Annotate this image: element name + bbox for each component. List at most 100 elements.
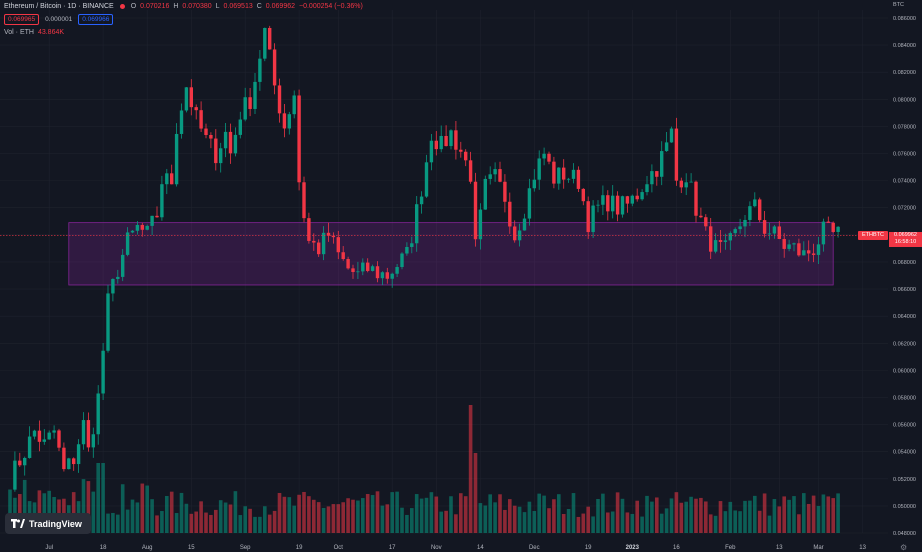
candle-body xyxy=(18,460,22,466)
candle-body xyxy=(258,58,262,82)
tradingview-logo-text: TradingView xyxy=(29,518,82,529)
volume-bar xyxy=(566,509,571,533)
open-label: O xyxy=(130,3,137,10)
candle-body xyxy=(121,254,125,277)
candle-body xyxy=(13,460,17,490)
candle-body xyxy=(23,457,27,466)
sell-price-button[interactable]: 0.069965 xyxy=(4,14,40,25)
volume-bar xyxy=(723,511,728,533)
volume-bar xyxy=(792,496,796,533)
y-tick-label: 0.084000 xyxy=(893,43,916,49)
spread-value: 0.000001 xyxy=(45,16,73,23)
candle-body xyxy=(223,131,228,149)
close-value: 0.069962 xyxy=(265,3,295,10)
buy-price-button[interactable]: 0.069966 xyxy=(78,14,114,25)
volume-bar xyxy=(444,510,448,533)
candle-body xyxy=(434,140,438,150)
volume-bar xyxy=(694,498,698,533)
pair-label: ETHBTC xyxy=(858,231,888,241)
volume-bar xyxy=(258,516,262,533)
candle-body xyxy=(37,430,42,442)
high-value: 0.070380 xyxy=(182,3,212,10)
candle-body xyxy=(836,226,840,232)
candle-body xyxy=(67,458,71,470)
volume-bar xyxy=(713,515,718,533)
y-tick-label: 0.050000 xyxy=(893,504,916,510)
symbol-title[interactable]: Ethereum / Bitcoin · 1D · BINANCE xyxy=(4,3,114,10)
volume-bar xyxy=(424,497,429,533)
candle-body xyxy=(302,182,306,219)
low-label: L xyxy=(215,3,220,10)
volume-bar xyxy=(468,405,473,533)
volume-bar xyxy=(718,501,723,533)
volume-bar xyxy=(346,498,350,533)
candle-body xyxy=(762,220,767,234)
y-tick-label: 0.048000 xyxy=(893,531,916,537)
candle-body xyxy=(650,171,654,185)
candle-body xyxy=(527,188,532,219)
axis-unit-label[interactable]: BTC xyxy=(893,2,904,8)
chart-grid xyxy=(0,10,888,534)
candle-body xyxy=(513,226,517,241)
volume-bar xyxy=(155,515,159,533)
volume-bar xyxy=(365,494,370,533)
volume-bar xyxy=(517,506,522,533)
volume-bar xyxy=(429,492,434,533)
volume-bar xyxy=(130,499,135,533)
volume-bar xyxy=(674,492,679,533)
volume-bar xyxy=(831,498,835,533)
volume-bar xyxy=(493,502,497,533)
volume-bar xyxy=(483,505,488,533)
volume-bar xyxy=(326,506,331,533)
candle-body xyxy=(351,268,355,273)
candle-body xyxy=(287,114,291,129)
candle-body xyxy=(508,201,512,227)
high-label: H xyxy=(173,3,179,10)
candle-body xyxy=(596,204,600,206)
volume-bar xyxy=(679,502,684,533)
y-tick-label: 0.074000 xyxy=(893,179,916,185)
volume-bar xyxy=(655,497,659,533)
volume-bar xyxy=(689,496,693,533)
volume-bar xyxy=(640,516,644,533)
volume-bar xyxy=(601,493,605,533)
price-axis: 0.086000 0.084000 0.082000 0.080000 0.078000… xyxy=(893,16,916,537)
candle-body xyxy=(253,81,257,109)
volume-bar xyxy=(782,496,786,533)
volume-bar xyxy=(331,504,336,533)
volume-bar xyxy=(91,491,96,533)
volume-bar xyxy=(757,510,762,533)
candle-body xyxy=(380,272,385,279)
candle-body xyxy=(674,128,679,181)
settings-icon[interactable]: ⚙ xyxy=(900,543,908,552)
x-tick-label: Mar xyxy=(813,545,823,551)
candle-body xyxy=(562,167,566,180)
volume-bar xyxy=(743,500,747,533)
volume-bar xyxy=(591,516,595,533)
tradingview-logo[interactable]: TradingView xyxy=(5,513,91,534)
candle-body xyxy=(792,243,796,245)
candle-body xyxy=(625,196,630,204)
candle-body xyxy=(807,250,811,254)
candle-body xyxy=(101,350,105,394)
candle-body xyxy=(488,174,492,179)
candle-body xyxy=(552,161,556,184)
x-tick-label: Oct xyxy=(334,545,344,551)
volume-bar xyxy=(606,512,610,533)
candle-body xyxy=(772,226,777,234)
candle-body xyxy=(743,219,747,227)
volume-bar xyxy=(184,503,189,533)
volume-bar xyxy=(101,463,105,533)
candle-body xyxy=(498,169,502,182)
volume-bar xyxy=(419,498,424,533)
y-tick-label: 0.054000 xyxy=(893,450,916,456)
y-tick-label: 0.058000 xyxy=(893,395,916,401)
candle-body xyxy=(307,218,311,241)
candle-body xyxy=(272,49,277,86)
candle-body xyxy=(454,130,458,150)
candle-body xyxy=(694,181,698,216)
candle-body xyxy=(47,432,51,440)
volume-label[interactable]: Vol · ETH xyxy=(4,29,34,36)
x-tick-label: 13 xyxy=(859,545,866,551)
